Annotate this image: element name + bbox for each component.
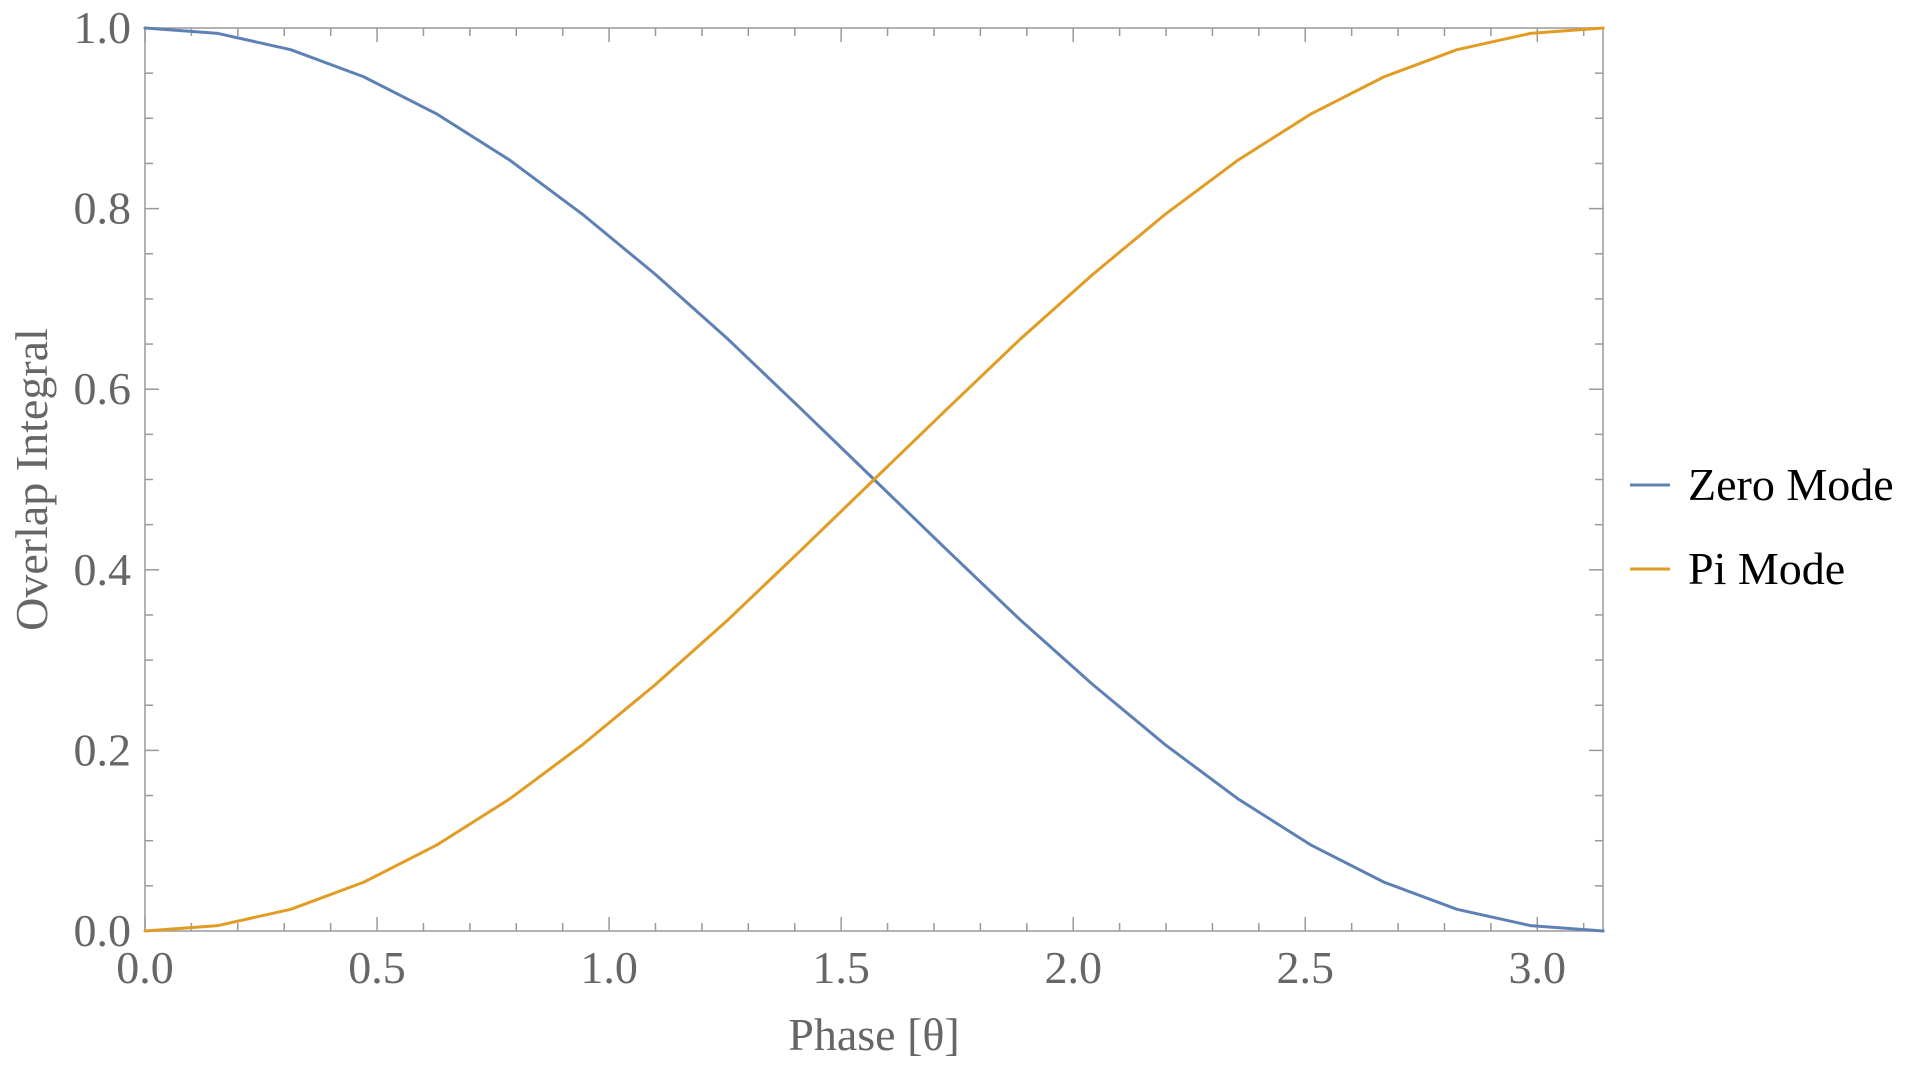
legend: Zero Mode Pi Mode bbox=[1630, 459, 1894, 594]
x-tick-label: 2.0 bbox=[1044, 942, 1102, 993]
y-tick-label: 0.4 bbox=[74, 544, 132, 595]
y-tick-label: 0.2 bbox=[74, 724, 132, 775]
x-tick-label: 3.0 bbox=[1509, 942, 1567, 993]
x-tick-label: 2.5 bbox=[1276, 942, 1334, 993]
legend-label: Pi Mode bbox=[1688, 543, 1845, 594]
legend-label: Zero Mode bbox=[1688, 459, 1894, 510]
x-axis-label: Phase [θ] bbox=[788, 1009, 960, 1060]
y-tick-label: 0.8 bbox=[74, 183, 132, 234]
y-tick-label: 0.6 bbox=[74, 363, 132, 414]
x-tick-label: 0.0 bbox=[116, 942, 174, 993]
y-axis-label: Overlap Integral bbox=[6, 328, 57, 631]
series-layer bbox=[143, 26, 1605, 933]
series-line-pi-mode bbox=[143, 26, 1605, 933]
y-tick-labels: 0.0 0.2 0.4 0.6 0.8 1.0 bbox=[74, 2, 132, 956]
y-tick-label: 0.0 bbox=[74, 905, 132, 956]
x-tick-labels: 0.0 0.5 1.0 1.5 2.0 2.5 3.0 bbox=[116, 942, 1566, 993]
y-tick-label: 1.0 bbox=[74, 2, 132, 53]
x-tick-label: 0.5 bbox=[348, 942, 406, 993]
plot-frame bbox=[144, 27, 1604, 932]
x-tick-label: 1.0 bbox=[580, 942, 638, 993]
x-tick-label: 1.5 bbox=[812, 942, 870, 993]
ticks-layer bbox=[144, 27, 1603, 932]
